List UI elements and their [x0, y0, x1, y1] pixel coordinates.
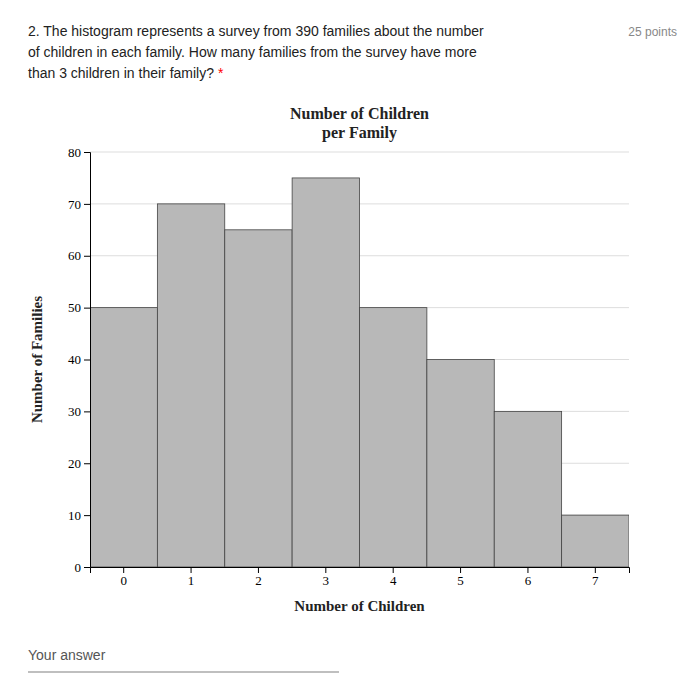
y-tick-mark [84, 152, 90, 153]
y-tick: 30 [68, 404, 90, 419]
x-tick-mark [191, 567, 192, 573]
x-tick-mark [595, 567, 596, 573]
y-tick-mark [84, 256, 90, 257]
x-tick-label: 2 [255, 573, 262, 588]
y-tick-label: 60 [68, 248, 81, 263]
bar [292, 178, 359, 567]
y-tick-label: 0 [75, 560, 82, 575]
x-tick: 2 [255, 567, 262, 588]
y-tick-mark [84, 515, 90, 516]
y-tick-label: 70 [68, 197, 81, 212]
y-tick-mark [84, 360, 90, 361]
y-tick-label: 20 [68, 456, 81, 471]
y-tick: 40 [68, 352, 90, 367]
x-tick-mark [325, 567, 326, 573]
x-tick: 7 [592, 567, 599, 588]
x-tick-label: 3 [323, 573, 330, 588]
x-tick: 3 [323, 567, 330, 588]
y-tick-mark [84, 567, 90, 568]
y-tick-label: 30 [68, 404, 81, 419]
y-tick-label: 80 [68, 145, 81, 160]
question-text: than 3 children in their family? [28, 65, 214, 81]
grid-line [90, 152, 629, 153]
y-tick: 20 [68, 456, 90, 471]
y-tick-label: 10 [68, 508, 81, 523]
y-axis-line [84, 153, 91, 568]
x-tick-label: 1 [188, 573, 195, 588]
x-tick-mark [527, 567, 528, 573]
y-tick-mark [84, 411, 90, 412]
x-axis-line [91, 568, 630, 574]
x-tick: 1 [188, 567, 195, 588]
y-tick-mark [84, 308, 90, 309]
x-tick-label: 0 [120, 573, 127, 588]
x-tick: 4 [390, 567, 397, 588]
points-text: 25 points [628, 25, 677, 39]
y-tick: 0 [75, 560, 91, 575]
x-tick: 5 [457, 567, 464, 588]
bar [360, 308, 427, 567]
x-tick-label: 5 [457, 573, 464, 588]
bar [562, 515, 629, 567]
y-tick: 60 [68, 248, 90, 263]
x-axis-label: Number of Children [294, 598, 425, 614]
y-tick-mark [84, 204, 90, 205]
plot-area [90, 178, 629, 567]
x-tick-label: 7 [592, 573, 599, 588]
bar [427, 360, 494, 568]
bar [225, 230, 292, 567]
chart-title: Number of Children [290, 105, 429, 122]
grid [90, 152, 629, 567]
x-tick-label: 4 [390, 573, 397, 588]
y-tick: 50 [68, 300, 90, 315]
x-tick-mark [258, 567, 259, 573]
bar [494, 411, 561, 567]
y-axis-label: Number of Families [29, 296, 45, 423]
y-tick-label: 50 [68, 300, 81, 315]
x-tick-label: 6 [525, 573, 532, 588]
answer-underline [28, 671, 339, 673]
y-tick-label: 40 [68, 352, 81, 367]
question-text: of children in each family. How many fam… [28, 44, 477, 60]
required-mark: * [218, 65, 224, 81]
x-tick-mark [460, 567, 461, 573]
y-tick: 10 [68, 508, 90, 523]
x-tick-mark [393, 567, 394, 573]
page: 2. The histogram represents a survey fro… [0, 0, 691, 692]
y-axis: 0 10 20 30 40 50 60 70 80 [68, 145, 91, 575]
chart-title: per Family [322, 124, 397, 142]
chart: 0123456701020304050607080Number of Child… [29, 105, 630, 614]
question-text: 2. The histogram represents a survey fro… [28, 23, 484, 39]
x-tick: 6 [525, 567, 532, 588]
y-tick: 70 [68, 197, 90, 212]
x-axis: 0 1 2 3 4 5 6 7 [91, 567, 630, 588]
bar [157, 204, 224, 567]
x-tick: 0 [120, 567, 127, 588]
bar [90, 308, 157, 567]
answer-label: Your answer [28, 647, 106, 663]
y-tick: 80 [68, 145, 90, 160]
y-tick-mark [84, 463, 90, 464]
x-tick-mark [123, 567, 124, 573]
